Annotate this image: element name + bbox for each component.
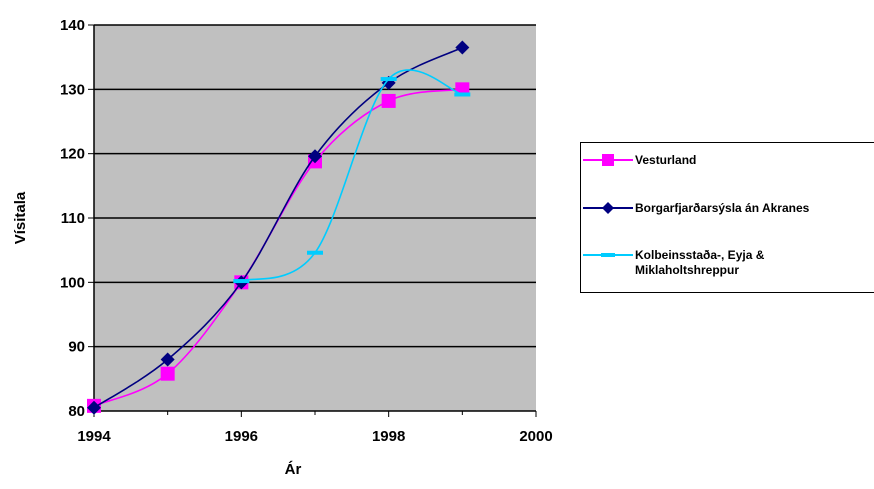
legend-swatch-square-icon [583, 153, 633, 167]
data-point-diamond [455, 40, 470, 55]
x-tick-label: 1994 [77, 428, 111, 445]
legend: Vesturland Borgarfjarðarsýsla án Akranes… [580, 142, 874, 293]
series-line [241, 69, 463, 282]
series-3 [233, 69, 471, 284]
x-axis-title: Ár [285, 461, 302, 478]
legend-label: Kolbeinsstaða-, Eyja & Miklaholtshreppur [635, 248, 765, 277]
y-tick-label: 120 [60, 146, 85, 163]
x-tick-label: 1998 [372, 428, 405, 445]
axes [93, 25, 536, 412]
y-axis-title: Vísitala [12, 191, 29, 244]
y-tick-label: 80 [68, 403, 85, 420]
legend-swatch-diamond-icon [583, 201, 633, 215]
series-group [87, 40, 471, 415]
data-point-dash [307, 250, 323, 255]
data-point-diamond [160, 352, 175, 367]
x-tick-label: 1996 [225, 428, 258, 445]
data-point-dash [454, 92, 471, 97]
legend-item-vesturland: Vesturland [581, 153, 696, 168]
y-tick-label: 100 [60, 274, 85, 291]
data-point-diamond [308, 149, 322, 164]
legend-label: Vesturland [635, 153, 697, 167]
data-point-square [381, 93, 396, 108]
x-tick-label: 2000 [519, 428, 552, 445]
series-2 [87, 40, 470, 415]
legend-swatch-dash-icon [583, 248, 633, 262]
legend-item-borgarfjardarsysla: Borgarfjarðarsýsla án Akranes [581, 201, 809, 216]
legend-label: Borgarfjarðarsýsla án Akranes [635, 201, 810, 215]
legend-item-kolbeinsstada: Kolbeinsstaða-, Eyja & Miklaholtshreppur [581, 248, 764, 278]
x-tick-labels: 1994 1996 1998 2000 [77, 428, 552, 445]
y-tick-labels: 80 90 100 110 120 130 140 [60, 17, 85, 420]
data-point-diamond [87, 400, 101, 415]
data-point-dash [380, 77, 397, 82]
y-tick-label: 140 [60, 17, 85, 34]
y-tick-label: 130 [60, 81, 85, 98]
data-point-square [160, 366, 175, 381]
data-point-dash [233, 279, 250, 284]
y-tick-label: 90 [68, 339, 85, 356]
y-tick-label: 110 [61, 210, 85, 227]
